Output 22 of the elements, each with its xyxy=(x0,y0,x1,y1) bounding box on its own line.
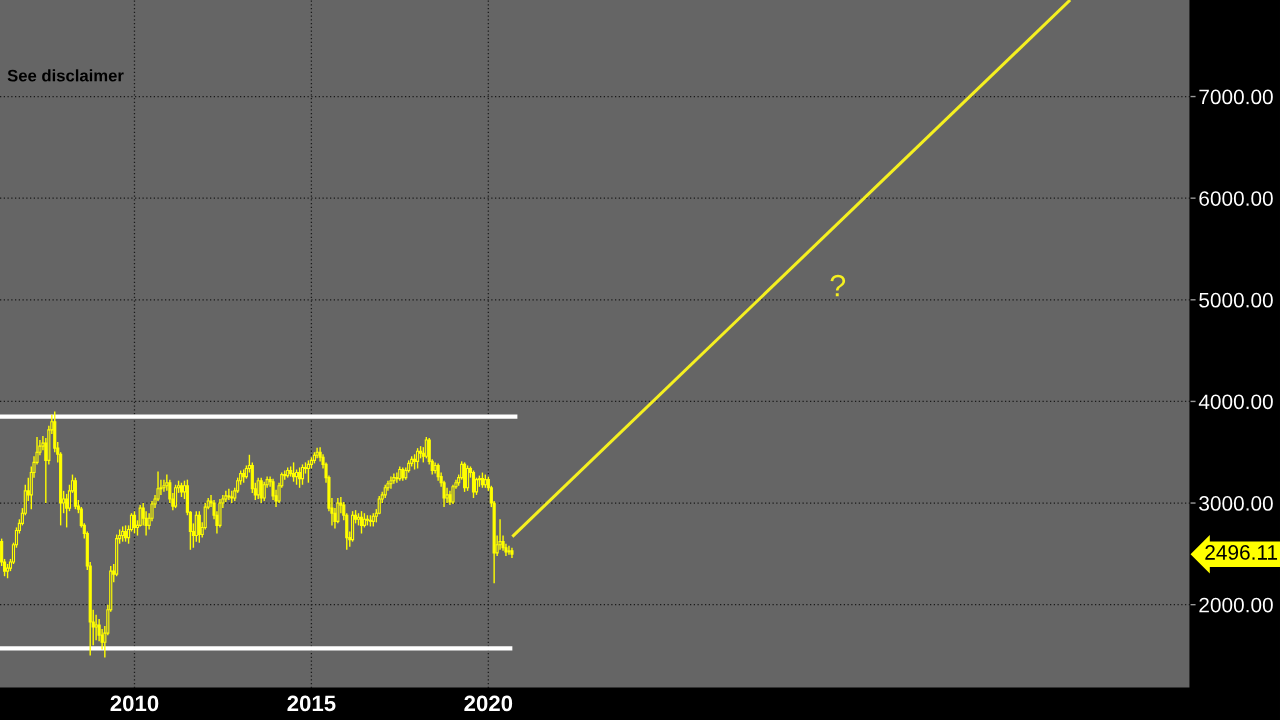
y-tick-label: 5000.00 xyxy=(1199,292,1273,308)
text: 2496.11 xyxy=(1205,545,1278,560)
candlestick xyxy=(336,497,340,525)
candlestick xyxy=(463,461,467,493)
y-tick-label: 7000.00 xyxy=(1199,89,1273,105)
candlestick xyxy=(94,614,98,641)
annotation: See disclaimer xyxy=(7,69,124,82)
x-tick-label: 2015 xyxy=(287,695,336,712)
candlestick xyxy=(424,436,428,460)
candlestick xyxy=(292,461,296,483)
candlestick xyxy=(262,481,266,502)
x-tick-label: 2020 xyxy=(464,695,513,712)
candlestick xyxy=(65,493,69,529)
y-tick-label: 4000.00 xyxy=(1198,394,1273,410)
y-tick-label: 6000.00 xyxy=(1199,191,1273,206)
candlestick xyxy=(162,478,166,493)
y-tick-label: 3000.00 xyxy=(1199,496,1273,511)
candlestick xyxy=(259,476,263,504)
x-tick-label: 2010 xyxy=(110,695,159,712)
candlestick xyxy=(298,466,302,489)
annotation: ? xyxy=(830,274,846,297)
y-tick-label: 2000.00 xyxy=(1199,597,1273,613)
